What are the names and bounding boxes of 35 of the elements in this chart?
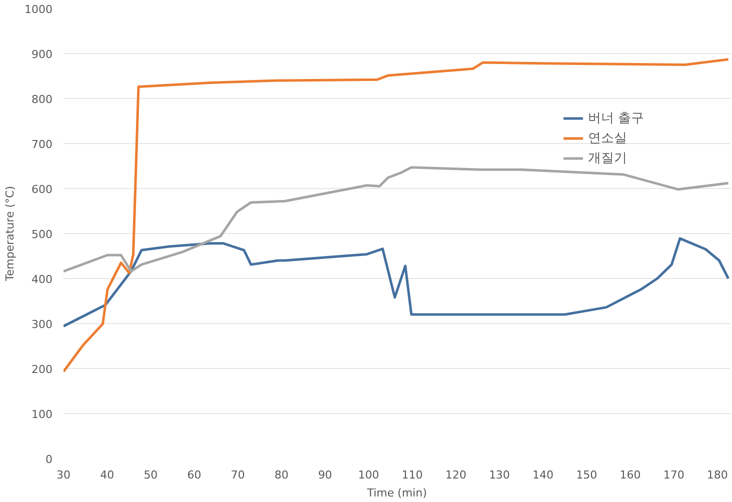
legend-label: 버너 출구 [588,110,644,127]
x-tick-label: 120 [445,468,466,482]
y-tick-label: 900 [32,48,53,61]
y-tick-label: 300 [32,318,53,331]
line-series [64,237,730,328]
y-tick-label: 500 [32,228,53,241]
x-tick-label: 50 [144,468,158,482]
y-axis-title: Temperature (°C) [4,186,17,282]
x-tick-label: 60 [187,468,202,482]
x-tick-label: 40 [100,468,114,482]
x-tick-label: 110 [402,468,423,482]
x-tick-label: 160 [620,468,641,482]
y-tick-label: 1000 [24,3,53,16]
x-tick-label: 100 [358,468,380,482]
x-tick-label: 170 [663,468,684,482]
y-tick-label: 100 [32,408,53,421]
x-tick-label: 70 [230,468,245,482]
y-tick-label: 400 [32,273,53,286]
x-tick-label: 130 [488,468,510,482]
x-tick-label: 180 [706,468,728,482]
line-series [64,58,730,373]
y-tick-label: 0 [46,453,52,466]
x-tick-label: 30 [56,468,70,482]
x-tick-label: 150 [576,468,598,482]
y-tick-label: 700 [32,138,53,151]
legend-label: 개질기 [588,150,627,167]
y-tick-label: 800 [32,93,53,106]
x-tick-label: 90 [318,468,332,482]
x-axis-title: Time (min) [366,486,427,500]
y-tick-label: 200 [32,363,53,376]
legend-label: 연소실 [588,130,627,147]
x-tick-label: 140 [532,468,554,482]
x-tick-label: 80 [274,468,288,482]
line-series [64,166,730,273]
y-tick-label: 600 [32,183,53,196]
